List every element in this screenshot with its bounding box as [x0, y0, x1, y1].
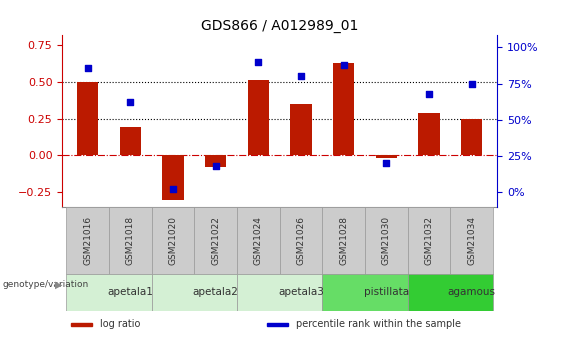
Text: log ratio: log ratio: [101, 319, 141, 329]
Bar: [333, 62, 354, 155]
Bar: [237, 274, 322, 310]
Bar: [461, 119, 483, 155]
Text: GSM21024: GSM21024: [254, 216, 263, 265]
Point: [382, 160, 391, 166]
Bar: [194, 207, 237, 274]
Bar: [290, 104, 312, 155]
Bar: [67, 207, 109, 274]
Text: GSM21034: GSM21034: [467, 216, 476, 265]
Text: GSM21020: GSM21020: [168, 216, 177, 265]
Text: GSM21022: GSM21022: [211, 216, 220, 265]
Bar: [365, 207, 407, 274]
Text: ▶: ▶: [55, 280, 63, 289]
Bar: [247, 80, 269, 155]
Point: [339, 62, 348, 68]
Text: genotype/variation: genotype/variation: [3, 280, 89, 289]
Text: GSM21026: GSM21026: [297, 216, 306, 265]
Bar: [205, 155, 227, 167]
Text: agamous: agamous: [447, 287, 496, 297]
Bar: [450, 207, 493, 274]
Bar: [152, 207, 194, 274]
Point: [168, 186, 177, 192]
Bar: [407, 207, 450, 274]
Text: GSM21030: GSM21030: [382, 216, 391, 265]
Bar: [71, 323, 92, 326]
Text: percentile rank within the sample: percentile rank within the sample: [296, 319, 461, 329]
Point: [467, 81, 476, 86]
Text: GSM21032: GSM21032: [424, 216, 433, 265]
Bar: [237, 207, 280, 274]
Bar: [267, 323, 288, 326]
Text: apetala2: apetala2: [193, 287, 238, 297]
Bar: [67, 274, 152, 310]
Point: [297, 73, 306, 79]
Point: [424, 91, 433, 97]
Text: GSM21028: GSM21028: [339, 216, 348, 265]
Bar: [322, 207, 365, 274]
Text: apetala3: apetala3: [278, 287, 324, 297]
Text: GSM21018: GSM21018: [126, 216, 135, 265]
Bar: [418, 112, 440, 155]
Point: [126, 100, 135, 105]
Bar: [322, 274, 407, 310]
Point: [83, 65, 92, 70]
Bar: [162, 155, 184, 200]
Bar: [152, 274, 237, 310]
Title: GDS866 / A012989_01: GDS866 / A012989_01: [201, 19, 358, 33]
Bar: [376, 155, 397, 158]
Bar: [280, 207, 322, 274]
Text: GSM21016: GSM21016: [83, 216, 92, 265]
Bar: [120, 127, 141, 155]
Bar: [407, 274, 493, 310]
Point: [254, 59, 263, 65]
Text: pistillata: pistillata: [364, 287, 409, 297]
Bar: [109, 207, 152, 274]
Text: apetala1: apetala1: [107, 287, 153, 297]
Bar: [77, 82, 98, 155]
Point: [211, 163, 220, 169]
